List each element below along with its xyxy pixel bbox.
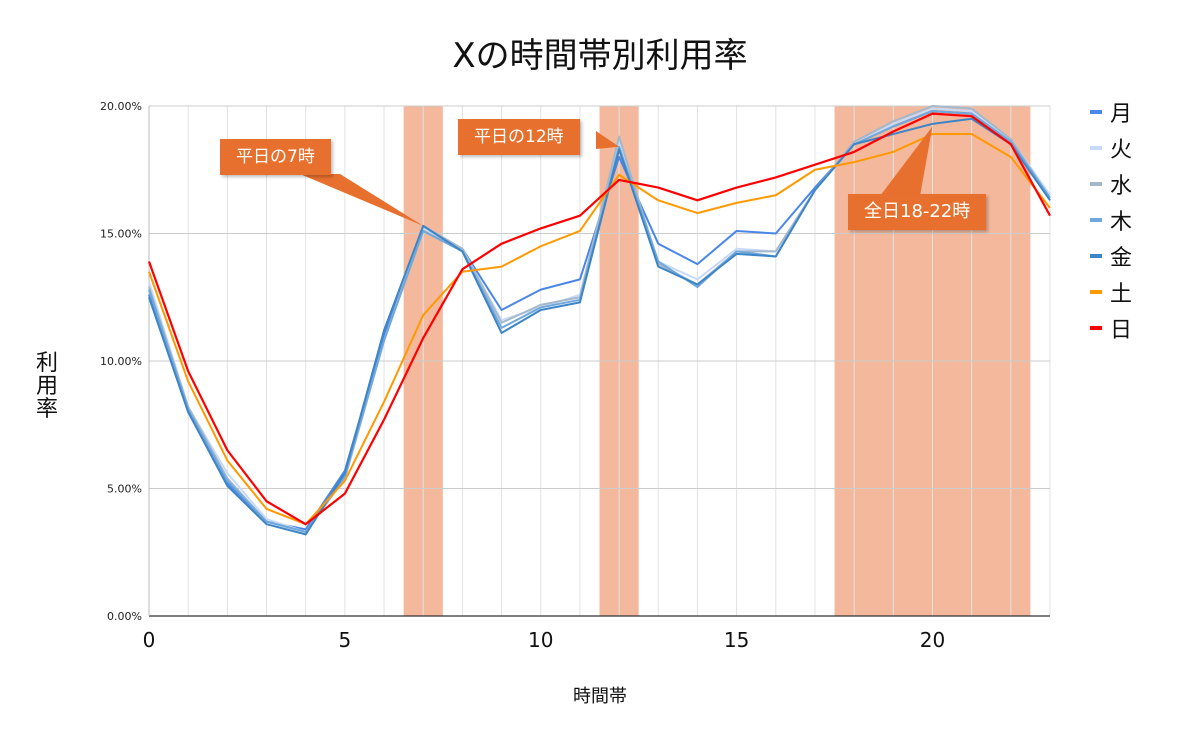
- annotation-weekday-12: 平日の12時: [458, 119, 580, 155]
- y-axis-label: 利用率: [32, 350, 57, 420]
- legend-item-thu: 木: [1090, 202, 1132, 238]
- x-tick-label: 20: [920, 628, 945, 652]
- series-line-5: [148, 133, 1051, 526]
- y-tick-label: 0.00%: [107, 610, 142, 623]
- series-line-4: [148, 117, 1051, 536]
- x-tick-label: 10: [528, 628, 553, 652]
- legend-item-tue: 火: [1090, 130, 1132, 166]
- legend-item-mon: 月: [1090, 94, 1132, 130]
- series-line-6: [147, 112, 1051, 526]
- x-tick-label: 5: [339, 628, 352, 652]
- x-tick-label: 0: [143, 628, 156, 652]
- legend-item-fri: 金: [1090, 238, 1132, 274]
- legend: 月 火 水 木 金 土 日: [1090, 94, 1132, 346]
- legend-item-sat: 土: [1090, 274, 1132, 310]
- x-axis-label: 時間帯: [573, 686, 627, 707]
- y-tick-label: 10.00%: [100, 355, 142, 368]
- annotation-pointer-7: [300, 174, 424, 226]
- y-tick-label: 20.00%: [100, 100, 142, 113]
- legend-item-sun: 日: [1090, 310, 1132, 346]
- annotation-pointer-20: [880, 126, 933, 196]
- y-tick-label: 15.00%: [100, 228, 142, 241]
- annotation-pointer-12: [596, 131, 620, 149]
- x-tick-label: 15: [724, 628, 749, 652]
- chart-title: Xの時間帯別利用率: [452, 36, 748, 76]
- annotation-all-18-22: 全日18-22時: [848, 194, 987, 230]
- annotation-weekday-7: 平日の7時: [220, 139, 331, 175]
- legend-item-wed: 水: [1090, 166, 1132, 202]
- y-tick-label: 5.00%: [107, 483, 142, 496]
